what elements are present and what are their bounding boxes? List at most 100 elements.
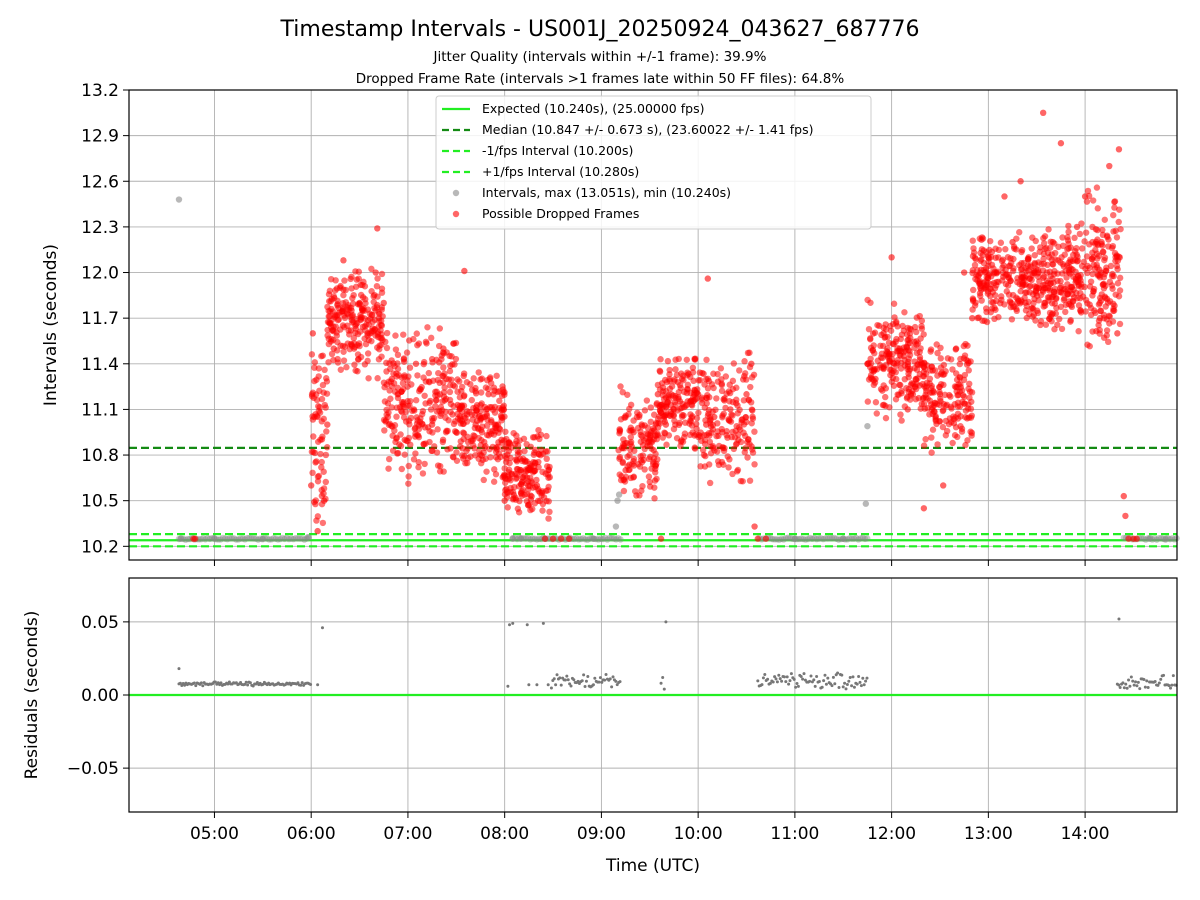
residual-point bbox=[309, 683, 313, 687]
dropped-frame-point bbox=[956, 360, 964, 368]
dropped-frame-point bbox=[1093, 184, 1101, 191]
residual-point bbox=[1134, 680, 1138, 684]
dropped-frame-point bbox=[461, 267, 468, 275]
residual-point bbox=[296, 681, 300, 685]
dropped-frame-point bbox=[689, 364, 697, 371]
interval-point bbox=[824, 535, 831, 542]
dropped-frame-point bbox=[1080, 258, 1088, 266]
residual-point bbox=[552, 677, 556, 681]
residual-point bbox=[784, 680, 788, 684]
dropped-frame-point bbox=[961, 371, 969, 379]
interval-point bbox=[270, 535, 277, 542]
residual-point bbox=[535, 683, 539, 687]
dropped-frame-point bbox=[687, 373, 694, 381]
dropped-frame-point bbox=[439, 438, 447, 446]
dropped-frame-point bbox=[1045, 226, 1052, 233]
interval-point bbox=[285, 535, 293, 543]
interval-point bbox=[864, 535, 871, 542]
interval-point bbox=[175, 196, 183, 203]
dropped-frame-point bbox=[1064, 291, 1071, 298]
dropped-frame-point bbox=[1095, 301, 1103, 308]
dropped-frame-point bbox=[1009, 267, 1017, 275]
dropped-frame-point bbox=[890, 340, 897, 348]
dropped-frame-point bbox=[340, 348, 347, 355]
dropped-frame-point bbox=[1116, 274, 1124, 282]
dropped-frame-point bbox=[1100, 248, 1107, 256]
residual-point bbox=[1132, 683, 1136, 687]
dropped-frame-point bbox=[408, 381, 415, 388]
dropped-frame-point bbox=[923, 388, 930, 395]
dropped-frame-point bbox=[342, 299, 350, 306]
interval-point bbox=[573, 535, 580, 542]
residual-point bbox=[508, 623, 512, 627]
dropped-frame-point bbox=[709, 408, 716, 415]
residual-point bbox=[840, 673, 844, 677]
dropped-frame-point bbox=[1021, 274, 1029, 282]
dropped-frame-point bbox=[730, 445, 738, 453]
dropped-frame-point bbox=[697, 433, 704, 440]
dropped-frame-point bbox=[707, 423, 715, 430]
dropped-frame-point bbox=[617, 383, 624, 390]
x-axis-label: Time (UTC) bbox=[605, 856, 700, 876]
dropped-frame-point bbox=[1034, 307, 1041, 314]
residual-point bbox=[859, 684, 863, 688]
residual-point bbox=[248, 681, 252, 685]
dropped-frame-point bbox=[440, 345, 447, 352]
dropped-frame-point bbox=[913, 366, 921, 373]
dropped-frame-point bbox=[1030, 300, 1037, 307]
dropped-frame-point bbox=[704, 412, 712, 419]
dropped-frame-point bbox=[1040, 234, 1047, 242]
dropped-frame-point bbox=[1117, 225, 1124, 233]
dropped-frame-point bbox=[882, 393, 889, 401]
dropped-frame-point bbox=[463, 411, 471, 418]
dropped-frame-point bbox=[867, 336, 874, 343]
dropped-frame-point bbox=[913, 328, 920, 336]
interval-point bbox=[268, 536, 275, 543]
dropped-frame-point bbox=[356, 342, 363, 350]
dropped-frame-point bbox=[430, 377, 437, 384]
top-y-tick-label: 13.2 bbox=[81, 81, 119, 101]
dropped-frame-point bbox=[924, 395, 931, 402]
dropped-frame-point bbox=[1077, 307, 1084, 315]
dropped-frame-point bbox=[741, 358, 748, 365]
residual-point bbox=[300, 681, 304, 685]
dropped-frame-point bbox=[410, 335, 417, 343]
interval-point bbox=[784, 534, 792, 541]
dropped-frame-point bbox=[1064, 281, 1071, 288]
interval-point bbox=[281, 535, 288, 543]
dropped-frame-point bbox=[1018, 246, 1026, 254]
dropped-frame-point bbox=[1104, 299, 1112, 306]
dropped-frame-point bbox=[1065, 228, 1072, 236]
dropped-frame-point bbox=[308, 391, 316, 398]
dropped-frame-point bbox=[1112, 227, 1119, 235]
interval-point bbox=[601, 534, 609, 542]
interval-point bbox=[296, 535, 304, 542]
dropped-frame-point bbox=[905, 370, 912, 377]
dropped-frame-point bbox=[522, 457, 529, 464]
dropped-frame-point bbox=[440, 364, 447, 371]
dropped-frame-point bbox=[954, 383, 961, 391]
residual-point bbox=[1121, 681, 1125, 685]
dropped-frame-point bbox=[1078, 220, 1085, 227]
dropped-frame-point bbox=[627, 446, 634, 453]
interval-point bbox=[771, 536, 779, 543]
dropped-frame-point bbox=[943, 427, 951, 435]
dropped-frame-point bbox=[337, 326, 344, 333]
dropped-frame-point bbox=[1057, 303, 1065, 311]
residual-point bbox=[598, 676, 602, 680]
dropped-frame-point bbox=[1082, 265, 1089, 272]
dropped-frame-point bbox=[330, 345, 337, 352]
dropped-frame-point bbox=[422, 400, 429, 407]
dropped-frame-point bbox=[1046, 244, 1054, 251]
dropped-frame-point bbox=[383, 329, 391, 337]
dropped-frame-point bbox=[467, 453, 474, 460]
interval-point bbox=[224, 535, 231, 543]
residual-point bbox=[785, 675, 789, 679]
dropped-frame-point bbox=[1114, 265, 1121, 273]
dropped-frame-point bbox=[691, 356, 699, 363]
dropped-frame-point bbox=[312, 500, 319, 508]
dropped-frame-point bbox=[1051, 326, 1058, 333]
interval-point bbox=[767, 535, 774, 542]
dropped-frame-point bbox=[502, 428, 509, 435]
dropped-frame-point bbox=[311, 359, 319, 366]
